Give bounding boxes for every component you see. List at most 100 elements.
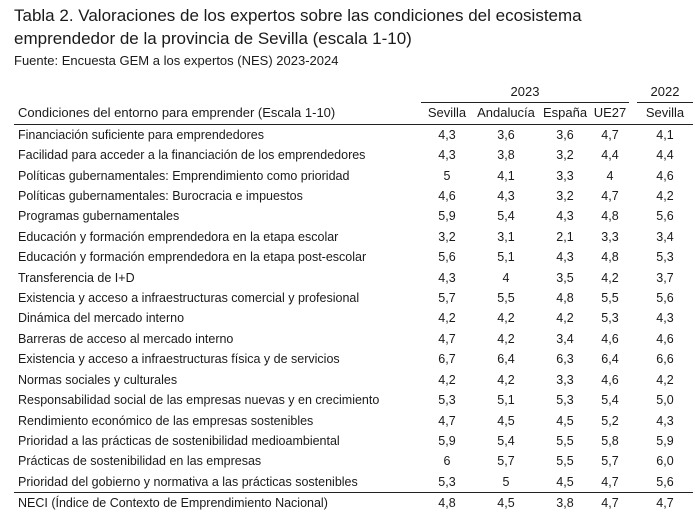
row-value: 3,7 xyxy=(656,270,674,285)
row-label: Transferencia de I+D xyxy=(18,270,135,285)
row-value: 5,1 xyxy=(497,393,515,408)
row-value: 4,7 xyxy=(601,474,619,489)
row-value: 6,6 xyxy=(656,352,674,367)
row-value: 4 xyxy=(502,270,510,285)
row-value: 6,4 xyxy=(601,352,619,367)
row-value: 2,1 xyxy=(556,229,574,244)
year-2023-header: 2023 xyxy=(421,82,629,104)
year-2022-header: 2022 xyxy=(637,82,693,104)
row-value: 3,3 xyxy=(556,372,574,387)
row-value: 6,0 xyxy=(656,454,674,469)
table-row: Políticas gubernamentales: Emprendimient… xyxy=(14,166,693,186)
table-row: Políticas gubernamentales: Burocracia e … xyxy=(14,186,693,206)
table-row: Normas sociales y culturales 4,2 4,2 3,3 4,6… xyxy=(14,370,693,390)
row-value: 5,7 xyxy=(438,291,456,306)
row-value: 5,3 xyxy=(556,393,574,408)
row-value: 4,2 xyxy=(656,372,674,387)
table-row: Educación y formación emprendedora en la… xyxy=(14,247,693,267)
row-value: 4,6 xyxy=(656,168,674,183)
row-value: 4,8 xyxy=(421,492,473,514)
table-row: Rendimiento económico de las empresas so… xyxy=(14,411,693,431)
row-value: 5,9 xyxy=(438,209,456,224)
row-value: 4,6 xyxy=(601,372,619,387)
row-label: Responsabilidad social de las empresas n… xyxy=(18,393,380,408)
row-value: 4,6 xyxy=(438,189,456,204)
row-value: 5,2 xyxy=(601,413,619,428)
row-value: 3,1 xyxy=(497,229,515,244)
row-value: 4,2 xyxy=(497,331,515,346)
row-value: 6,3 xyxy=(556,352,574,367)
row-label: Financiación suficiente para emprendedor… xyxy=(18,127,264,142)
row-value: 3,4 xyxy=(556,331,574,346)
row-value: 5,5 xyxy=(497,291,515,306)
row-value: 3,2 xyxy=(438,229,456,244)
row-value: 4,7 xyxy=(601,127,619,142)
row-value: 5,3 xyxy=(438,474,456,489)
row-value: 4,3 xyxy=(438,270,456,285)
row-value: 4,5 xyxy=(556,474,574,489)
table-row: Educación y formación emprendedora en la… xyxy=(14,227,693,247)
row-value: 4,7 xyxy=(438,331,456,346)
row-value: 5,3 xyxy=(656,250,674,265)
row-value: 3,4 xyxy=(656,229,674,244)
row-label: Barreras de acceso al mercado interno xyxy=(18,331,234,346)
row-label: Normas sociales y culturales xyxy=(18,372,178,387)
row-value: 4,6 xyxy=(656,331,674,346)
row-label: Existencia y acceso a infraestructuras f… xyxy=(18,352,340,367)
row-value: 4,7 xyxy=(438,413,456,428)
row-value: 4,8 xyxy=(601,250,619,265)
column-header-ue27: UE27 xyxy=(591,102,629,125)
row-value: 3,3 xyxy=(556,168,574,183)
row-value: 4,5 xyxy=(556,413,574,428)
year-header-row: 2023 2022 xyxy=(14,82,693,104)
row-value: 6,7 xyxy=(438,352,456,367)
row-value: 3,5 xyxy=(556,270,574,285)
row-value: 5,6 xyxy=(656,291,674,306)
row-value: 5,7 xyxy=(497,454,515,469)
row-value: 4,3 xyxy=(438,127,456,142)
row-value: 4,4 xyxy=(601,148,619,163)
row-label: Políticas gubernamentales: Emprendimient… xyxy=(18,168,350,183)
table-row: Financiación suficiente para emprendedor… xyxy=(14,124,693,145)
row-value: 4,3 xyxy=(497,189,515,204)
row-value: 5 xyxy=(502,474,510,489)
table-source: Fuente: Encuesta GEM a los expertos (NES… xyxy=(14,53,339,68)
row-label: Rendimiento económico de las empresas so… xyxy=(18,413,314,428)
row-value: 4,3 xyxy=(656,311,674,326)
table-row: Existencia y acceso a infraestructuras c… xyxy=(14,288,693,308)
row-value: 5 xyxy=(443,168,451,183)
row-value: 4,2 xyxy=(497,311,515,326)
row-value: 5,6 xyxy=(656,209,674,224)
row-value: 3,6 xyxy=(497,127,515,142)
row-value: 4 xyxy=(606,168,614,183)
row-value: 4,2 xyxy=(656,189,674,204)
row-label: Existencia y acceso a infraestructuras c… xyxy=(18,291,360,306)
row-value: 5,8 xyxy=(601,433,619,448)
row-value: 5,4 xyxy=(497,433,515,448)
row-value: 4,6 xyxy=(601,331,619,346)
table-row: Responsabilidad social de las empresas n… xyxy=(14,390,693,410)
table-row: Transferencia de I+D 4,3 4 3,5 4,2 3,7 xyxy=(14,268,693,288)
column-header-row: Condiciones del entorno para emprender (… xyxy=(14,102,693,125)
row-value: 4,2 xyxy=(601,270,619,285)
row-value: 4,2 xyxy=(556,311,574,326)
row-label: Dinámica del mercado interno xyxy=(18,311,185,326)
row-value: 4,2 xyxy=(438,311,456,326)
row-value: 5,4 xyxy=(497,209,515,224)
data-table: 2023 2022 Condiciones del entorno para e… xyxy=(14,82,693,514)
row-value: 5,5 xyxy=(556,454,574,469)
row-value: 4,5 xyxy=(473,492,539,514)
table-row: Facilidad para acceder a la financiación… xyxy=(14,145,693,165)
row-value: 5,6 xyxy=(438,250,456,265)
row-value: 6,4 xyxy=(497,352,515,367)
row-value: 3,2 xyxy=(556,189,574,204)
row-value: 5,0 xyxy=(656,393,674,408)
row-label: Prioridad del gobierno y normativa a las… xyxy=(18,474,358,489)
row-value: 3,3 xyxy=(601,229,619,244)
row-value: 5,1 xyxy=(497,250,515,265)
row-value: 6 xyxy=(443,454,451,469)
row-value: 4,1 xyxy=(497,168,515,183)
row-label: Facilidad para acceder a la financiación… xyxy=(18,148,366,163)
table-row: Dinámica del mercado interno 4,2 4,2 4,2 5,3… xyxy=(14,308,693,328)
row-value: 5,9 xyxy=(656,433,674,448)
